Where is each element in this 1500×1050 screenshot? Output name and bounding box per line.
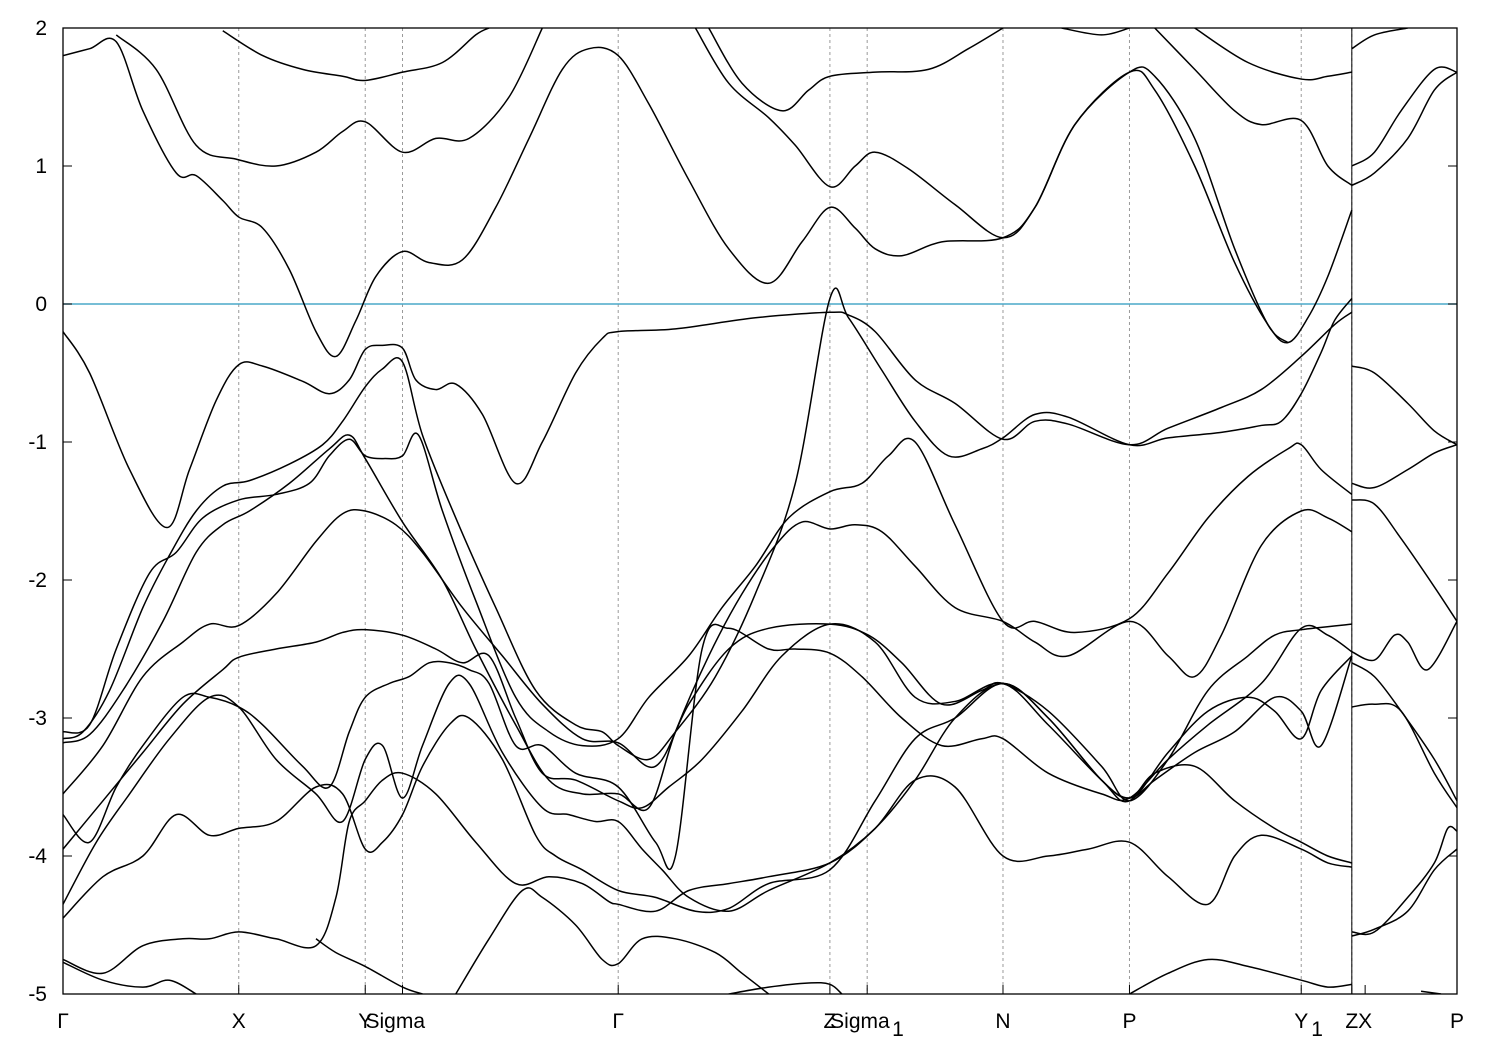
y-tick-label: -1: [28, 431, 47, 454]
band-lines: [63, 28, 1457, 994]
y-tick-label: -2: [28, 569, 47, 592]
x-tick-label-5: Z: [823, 1010, 836, 1033]
band-23: [1129, 958, 1352, 994]
x-tick-label-6-subscript: 1: [892, 1018, 904, 1041]
band-17: [1061, 28, 1130, 36]
band-18: [1154, 28, 1353, 186]
x-tick-label-9: Y: [1294, 1010, 1308, 1033]
x-tick-label-4: Γ: [612, 1010, 624, 1033]
plot-frame: [62, 27, 1458, 995]
band-12: [63, 37, 1353, 358]
band-33: [1351, 825, 1457, 936]
band-5: [63, 508, 1352, 802]
band-24: [1351, 28, 1408, 50]
band-6: [63, 623, 1353, 871]
band-29: [1351, 499, 1457, 622]
x-tick-label-2: Y: [358, 1010, 372, 1033]
y-tick-label: -3: [28, 707, 47, 730]
band-16: [708, 28, 1004, 112]
band-15: [694, 28, 1289, 344]
x-tick-label-3: Sigma: [366, 1010, 426, 1033]
band-14: [222, 28, 490, 82]
band-19: [1194, 28, 1352, 81]
band-34: [1351, 848, 1457, 937]
x-tick-label-11: P: [1450, 1010, 1464, 1033]
x-tick-label-10: Z: [1345, 1010, 1358, 1033]
band-2: [63, 287, 1353, 761]
band-7: [63, 623, 1353, 850]
x-tick-label-6: Sigma: [830, 1010, 890, 1033]
band-25: [1351, 66, 1457, 167]
band-32: [1351, 702, 1457, 809]
band-10: [63, 771, 1352, 975]
y-ticks: -5 -4 -3 -2 -1 0 1 2: [28, 17, 1457, 1006]
y-tick-label: -5: [28, 983, 47, 1006]
band-13: [115, 28, 543, 167]
x-tick-label-9-subscript: 1: [1311, 1018, 1323, 1041]
band-9: [63, 682, 1353, 919]
band-27: [1351, 365, 1457, 446]
band-31: [1351, 662, 1457, 802]
band-26: [1351, 71, 1457, 186]
x-tick-label-1: X: [232, 1010, 246, 1033]
kpoint-grid-lines: [238, 28, 1353, 994]
band-8: [63, 655, 1353, 912]
band-3: [63, 432, 1353, 747]
x-tick-label-8: P: [1122, 1010, 1136, 1033]
x-tick-label-7: N: [995, 1010, 1010, 1033]
x-tick-label-0: Γ: [57, 1010, 69, 1033]
band-28: [1351, 444, 1457, 489]
band-21: [455, 887, 770, 994]
y-tick-label: -4: [28, 845, 47, 868]
y-tick-label: 1: [35, 155, 47, 178]
band-20: [315, 938, 423, 994]
y-tick-label: 0: [35, 293, 47, 316]
x-extra-label-0: X: [1358, 1010, 1372, 1033]
band-1: [63, 311, 1353, 529]
band-11: [63, 961, 197, 994]
band-22: [728, 981, 843, 994]
band-30: [1351, 621, 1457, 671]
y-tick-label: 2: [35, 17, 47, 40]
